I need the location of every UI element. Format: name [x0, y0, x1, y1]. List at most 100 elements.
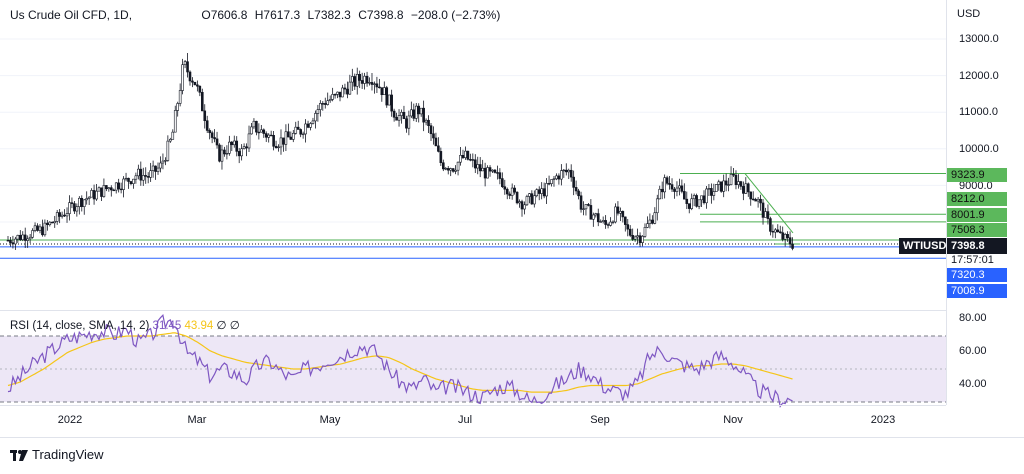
- candle-body: [296, 126, 300, 130]
- time-tick-nov: Nov: [723, 414, 743, 426]
- price-tick: 12000.0: [959, 70, 999, 82]
- candle-body: [360, 80, 364, 84]
- symbol-badge: WTIUSD: [899, 238, 951, 254]
- candle-body: [164, 160, 167, 162]
- time-tick-sep: Sep: [590, 414, 610, 426]
- candle-body: [18, 234, 22, 241]
- candle-body: [719, 181, 723, 192]
- rsi-legend: RSI (14, close, SMA, 14, 2) 31.45 43.94 …: [10, 318, 240, 332]
- candle-body: [215, 138, 219, 146]
- candle-body: [210, 132, 214, 138]
- candle-body: [685, 198, 689, 204]
- candle-body: [355, 74, 359, 87]
- candle-body: [139, 168, 143, 181]
- tradingview-logo[interactable]: TradingView: [10, 447, 104, 462]
- candle-body: [378, 86, 381, 89]
- candle-body: [621, 211, 625, 218]
- candle-body: [257, 131, 261, 134]
- candle-body: [599, 221, 603, 223]
- candle-body: [323, 103, 327, 105]
- candle-body: [405, 118, 408, 129]
- candle-body: [451, 168, 455, 172]
- time-tick-jul: Jul: [457, 414, 473, 426]
- candle-body: [38, 226, 42, 231]
- candle-body: [134, 175, 138, 180]
- candle-body: [493, 169, 497, 173]
- candle-body: [301, 133, 305, 136]
- candle-body: [791, 243, 794, 249]
- candle-body: [427, 119, 430, 126]
- candle-body: [587, 204, 590, 206]
- candle-body: [786, 234, 789, 238]
- rsi-title[interactable]: RSI (14, close, SMA, 14, 2): [10, 320, 150, 332]
- candle-body: [491, 169, 494, 172]
- candle-body: [714, 184, 718, 192]
- candle-body: [343, 87, 347, 90]
- candle-body: [385, 87, 389, 106]
- candle-body: [240, 148, 243, 157]
- price-axis[interactable]: USD 13000.0 12000.0 11000.0 10000.0 9000…: [946, 0, 1024, 405]
- candle-body: [245, 146, 248, 149]
- rsi-value: 31.45: [152, 320, 182, 332]
- candle-body: [769, 218, 772, 232]
- rsi-chart[interactable]: [0, 311, 946, 408]
- candle-body: [119, 188, 123, 191]
- candle-body: [771, 231, 775, 233]
- candle-body: [788, 237, 792, 245]
- time-axis[interactable]: 2022 Mar May Jul Sep Nov 2023: [0, 405, 946, 434]
- candle-body: [508, 193, 512, 196]
- candle-body: [456, 161, 460, 171]
- candle-body: [710, 188, 713, 196]
- candle-body: [92, 190, 96, 200]
- candle-body: [515, 191, 519, 204]
- price-chart[interactable]: [0, 0, 946, 310]
- candle-body: [373, 83, 376, 85]
- candle-body: [43, 222, 47, 236]
- candle-body: [284, 131, 288, 145]
- candle-body: [761, 202, 765, 218]
- candle-body: [633, 236, 637, 240]
- candle-body: [151, 165, 155, 171]
- candle-body: [314, 113, 317, 122]
- candle-body: [552, 178, 556, 180]
- candle-body: [422, 107, 425, 123]
- candle-body: [169, 139, 172, 142]
- candle-body: [582, 208, 585, 210]
- candle-body: [58, 212, 61, 217]
- candle-body: [626, 224, 630, 230]
- candle-body: [223, 149, 226, 155]
- price-tick: 9000.0: [959, 180, 993, 192]
- candle-body: [289, 136, 293, 140]
- candle-body: [220, 149, 224, 162]
- candle-body: [697, 199, 701, 207]
- candle-body: [545, 183, 548, 197]
- candle-body: [60, 214, 64, 217]
- candle-body: [375, 83, 379, 88]
- candle-body: [186, 61, 189, 73]
- candle-body: [609, 221, 612, 226]
- candle-body: [501, 178, 504, 187]
- price-chart-pane[interactable]: Us Crude Oil CFD, 1D, O7606.8 H7617.3 L7…: [0, 0, 951, 311]
- open-value: O7606.8: [201, 8, 248, 22]
- candle-body: [156, 167, 160, 172]
- candle-body: [695, 195, 698, 207]
- candle-body: [55, 212, 59, 222]
- candle-body: [390, 94, 393, 112]
- candle-body: [193, 81, 197, 86]
- candle-body: [503, 186, 507, 190]
- currency-label[interactable]: USD: [957, 8, 981, 20]
- rsi-tick: 60.00: [959, 345, 987, 357]
- candle-body: [205, 120, 209, 131]
- candle-body: [117, 182, 120, 190]
- bar-countdown: 17:57:01: [951, 254, 994, 266]
- symbol-title[interactable]: Us Crude Oil CFD, 1D,: [10, 8, 136, 22]
- change-value: −208.0 (−2.73%): [410, 8, 501, 22]
- candle-body: [316, 109, 320, 114]
- candle-body: [304, 123, 307, 135]
- candle-body: [729, 173, 733, 185]
- candle-body: [242, 146, 246, 150]
- candle-body: [665, 177, 669, 184]
- candle-body: [424, 119, 428, 123]
- rsi-pane[interactable]: RSI (14, close, SMA, 14, 2) 31.45 43.94 …: [0, 311, 946, 408]
- last-price-tag: 7398.8: [947, 238, 1007, 254]
